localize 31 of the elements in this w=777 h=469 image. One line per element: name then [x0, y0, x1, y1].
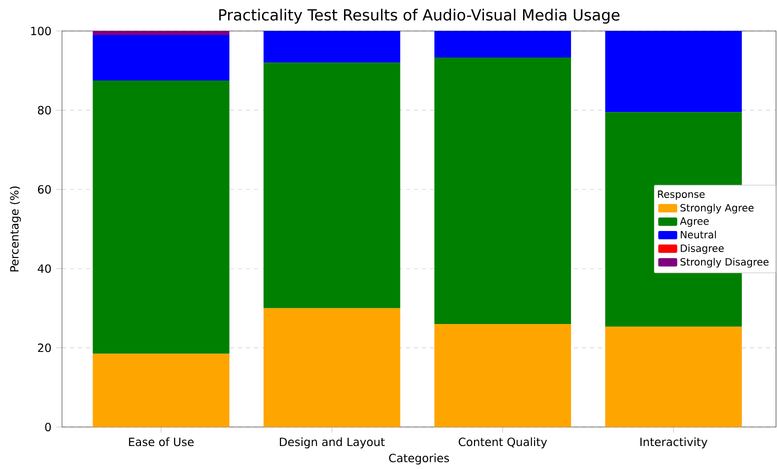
x-tick-label: Interactivity	[640, 437, 708, 448]
legend-label: Strongly Disagree	[680, 258, 769, 268]
y-tick-label: 80	[38, 106, 51, 114]
x-tick-label: Content Quality	[458, 437, 547, 448]
bar	[434, 58, 572, 324]
y-axis-title: Percentage (%)	[10, 186, 21, 272]
legend-label: Disagree	[680, 244, 724, 254]
bar	[92, 354, 230, 427]
y-tick-label: 60	[38, 185, 51, 194]
bar	[264, 31, 400, 63]
legend-label: Neutral	[680, 230, 716, 238]
bar	[92, 34, 230, 81]
bar	[264, 62, 400, 308]
y-tick-label: 20	[38, 344, 51, 352]
bar	[605, 326, 742, 427]
chart-title: Practicality Test Results of Audio-Visual Media Usage	[219, 8, 620, 24]
legend-label: Agree	[680, 217, 709, 227]
legend-title: Response	[658, 190, 705, 200]
bar	[434, 31, 572, 58]
bar	[264, 308, 400, 427]
x-tick-label: Ease of Use	[129, 437, 194, 446]
bar	[92, 80, 230, 354]
legend-label: Strongly Agree	[680, 204, 754, 214]
y-tick-label: 100	[31, 26, 51, 36]
bar	[434, 324, 572, 427]
x-axis-title: Categories	[389, 454, 449, 464]
bar	[92, 31, 230, 35]
bar	[605, 31, 742, 112]
y-tick-label: 40	[38, 264, 51, 273]
x-tick-label: Design and Layout	[280, 437, 385, 448]
y-tick-label: 0	[45, 422, 51, 432]
